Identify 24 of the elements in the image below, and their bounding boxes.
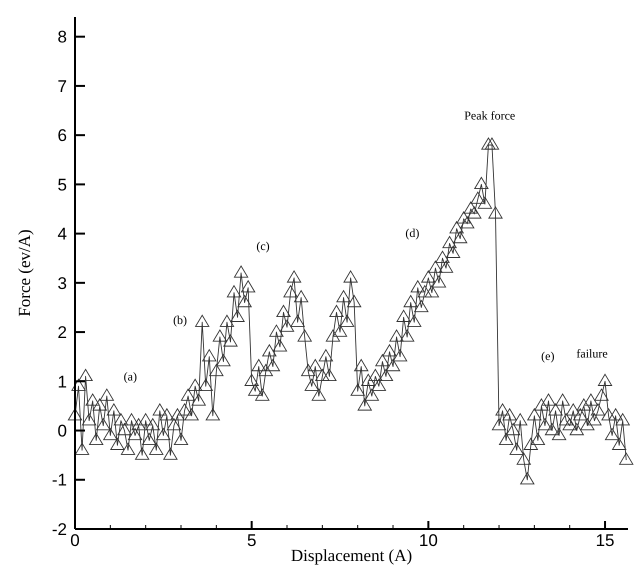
- y-tick-label: 0: [58, 421, 67, 440]
- y-tick-label: 3: [58, 274, 67, 293]
- x-axis-title: Displacement (A): [290, 546, 412, 565]
- y-tick-label: 8: [58, 28, 67, 47]
- y-tick-label: 7: [58, 76, 67, 96]
- x-tick-label: 0: [70, 531, 80, 550]
- annotation: (b): [173, 313, 188, 328]
- y-tick-label: 4: [58, 224, 67, 244]
- annotation: (a): [124, 370, 137, 384]
- annotation: (e): [541, 349, 554, 364]
- y-tick-label: 6: [58, 126, 67, 146]
- x-tick-label: 15: [596, 531, 614, 550]
- y-tick-label: 2: [58, 323, 67, 342]
- y-tick-label: 5: [58, 175, 67, 194]
- x-tick-label: 10: [418, 531, 438, 550]
- annotation: failure: [576, 346, 608, 360]
- x-tick-label: 5: [246, 531, 256, 550]
- annotation: (d): [405, 226, 420, 240]
- y-axis-title: Force (ev/A): [15, 229, 34, 317]
- y-tick-label: -1: [52, 470, 67, 490]
- y-tick-label: -2: [52, 520, 67, 539]
- y-tick-label: 1: [58, 372, 67, 392]
- annotation: Peak force: [464, 108, 516, 122]
- annotation: (c): [256, 238, 270, 253]
